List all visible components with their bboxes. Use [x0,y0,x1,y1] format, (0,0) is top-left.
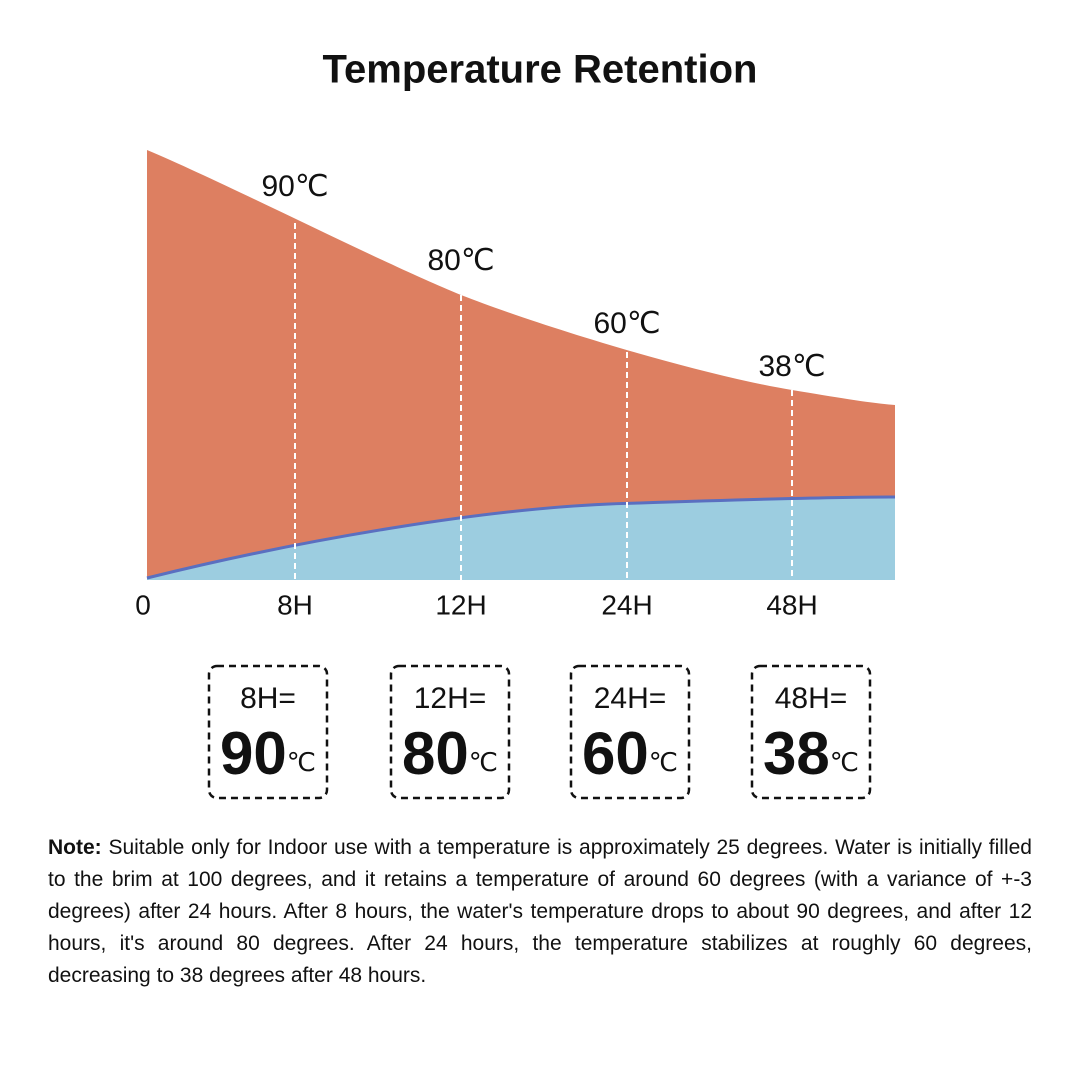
x-label: 0 [135,589,151,620]
dividers [294,223,793,580]
box-unit: ℃ [649,747,678,777]
box-value: 38 [763,720,830,787]
curve-label: 38℃ [758,350,825,383]
x-label: 24H [601,589,652,620]
curve-label: 60℃ [593,307,660,340]
hot-area [147,150,895,580]
box-label: 8H= [240,682,296,715]
title: Temperature Retention [323,48,758,92]
box-value: 60 [582,720,649,787]
box-reading: 80℃ [402,720,498,787]
note: Note: Suitable only for Indoor use with … [48,832,1032,992]
box-reading: 38℃ [763,720,859,787]
x-label: 48H [766,589,817,620]
note-label: Note: [48,836,102,859]
note-text: Suitable only for Indoor use with a temp… [48,836,1032,987]
box-label: 24H= [594,682,667,715]
box-frame [750,664,872,800]
box-unit: ℃ [830,747,859,777]
box-reading: 60℃ [582,720,678,787]
box-frame [569,664,691,800]
box-reading: 90℃ [220,720,316,787]
box-frame [389,664,511,800]
box-unit: ℃ [287,747,316,777]
x-label: 12H [435,589,486,620]
cool-line [146,495,896,580]
box-label: 12H= [414,682,487,715]
cool-area [147,497,895,580]
curve-label: 80℃ [427,244,494,277]
box-frame [207,664,329,800]
box-value: 80 [402,720,469,787]
box-label: 48H= [775,682,848,715]
curve-label: 90℃ [261,170,328,203]
box-unit: ℃ [469,747,498,777]
x-label: 8H [277,589,313,620]
box-value: 90 [220,720,287,787]
